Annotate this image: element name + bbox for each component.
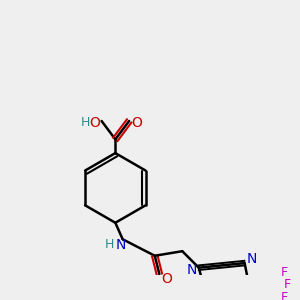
Text: H: H <box>80 116 90 129</box>
Text: O: O <box>89 116 100 130</box>
Text: F: F <box>280 266 288 279</box>
Text: H: H <box>105 238 115 251</box>
Text: N: N <box>247 251 257 266</box>
Text: N: N <box>186 262 197 277</box>
Text: O: O <box>161 272 172 286</box>
Text: O: O <box>131 116 142 130</box>
Text: F: F <box>280 290 288 300</box>
Text: F: F <box>284 278 291 291</box>
Text: N: N <box>116 238 126 252</box>
